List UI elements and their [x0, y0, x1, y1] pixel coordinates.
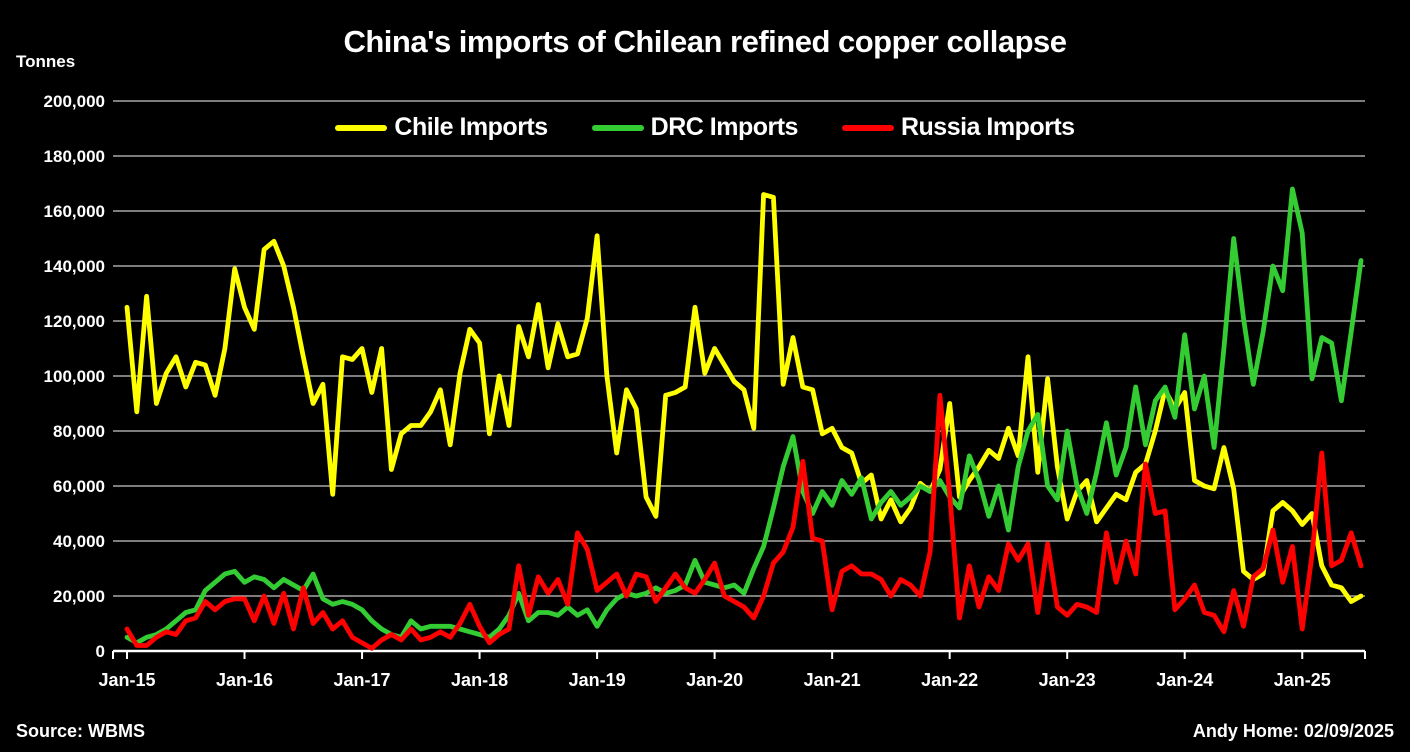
- y-axis-unit-label: Tonnes: [16, 52, 76, 71]
- chile-imports-line: [124, 192, 1364, 604]
- x-axis-tick-label: Jan-23: [1039, 670, 1096, 690]
- y-axis-tick-label: 140,000: [44, 257, 105, 276]
- x-axis-tick-label: Jan-19: [569, 670, 626, 690]
- y-axis-tick-label: 120,000: [44, 312, 105, 331]
- chart-title: China's imports of Chilean refined coppe…: [343, 24, 1067, 59]
- source-note: Source: WBMS: [16, 721, 146, 741]
- x-axis-tick-label: Jan-17: [334, 670, 391, 690]
- drc-imports-line: [124, 186, 1364, 646]
- y-axis-tick-label: 0: [96, 642, 105, 661]
- x-axis-tick-label: Jan-25: [1274, 670, 1331, 690]
- x-axis-tick-label: Jan-18: [451, 670, 508, 690]
- x-axis-tick-label: Jan-24: [1156, 670, 1213, 690]
- x-axis-tick-label: Jan-20: [686, 670, 743, 690]
- x-axis-tick-label: Jan-16: [216, 670, 273, 690]
- russia-imports-line: [124, 392, 1364, 651]
- x-axis-tick-label: Jan-21: [804, 670, 861, 690]
- x-axis-tick-label: Jan-22: [921, 670, 978, 690]
- y-axis-tick-label: 20,000: [53, 587, 105, 606]
- y-axis-tick-label: 100,000: [44, 367, 105, 386]
- credit-note: Andy Home: 02/09/2025: [1192, 721, 1394, 741]
- y-axis-tick-label: 160,000: [44, 202, 105, 221]
- y-axis-tick-label: 180,000: [44, 147, 105, 166]
- y-axis-tick-label: 40,000: [53, 532, 105, 551]
- y-axis-tick-label: 60,000: [53, 477, 105, 496]
- x-axis-tick-label: Jan-15: [98, 670, 155, 690]
- y-axis-tick-label: 80,000: [53, 422, 105, 441]
- y-axis-tick-label: 200,000: [44, 92, 105, 111]
